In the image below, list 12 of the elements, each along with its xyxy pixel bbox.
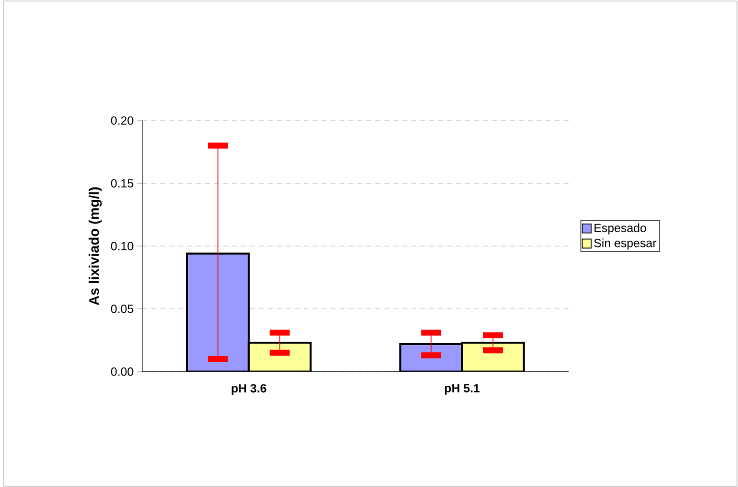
x-tick-label: pH 5.1 bbox=[444, 384, 480, 395]
legend-label: Sin espesar bbox=[594, 238, 656, 250]
y-tick-label: 0.10 bbox=[111, 242, 134, 250]
y-tick-label: 0.15 bbox=[111, 179, 134, 188]
y-tick-label: 0.20 bbox=[111, 116, 134, 125]
bar bbox=[461, 342, 525, 372]
x-tick-label: pH 3.6 bbox=[232, 384, 266, 395]
y-axis-title: As lixiviado (mg/l) bbox=[88, 187, 102, 306]
y-tick-label: 0.00 bbox=[111, 367, 134, 376]
bar bbox=[248, 342, 312, 372]
legend-label: Espesado bbox=[594, 223, 646, 234]
y-tick-label: 0.05 bbox=[111, 304, 134, 313]
